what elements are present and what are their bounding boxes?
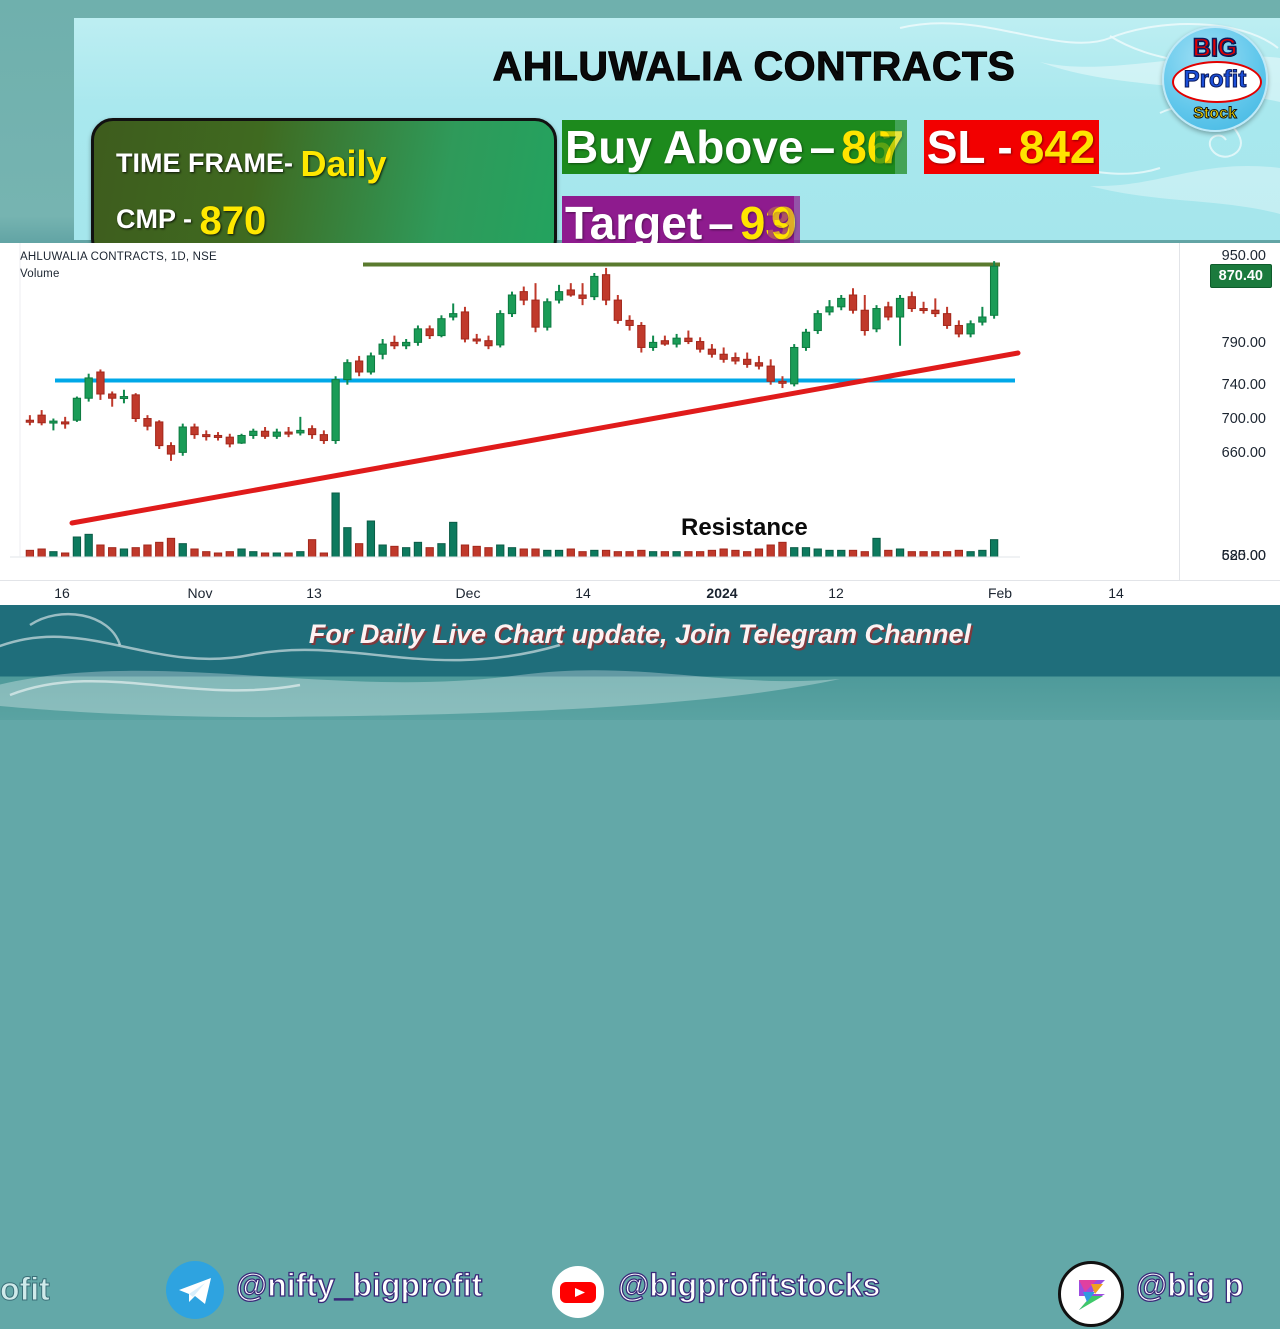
logo-oval-shape [1172, 61, 1262, 103]
price-tick: 740.00 [1221, 377, 1266, 394]
date-tick: Nov [187, 585, 213, 601]
logo-line-stock: Stock [1193, 105, 1238, 123]
date-tick: 14 [1108, 585, 1124, 601]
logo-line-profit: Profit [1183, 66, 1247, 94]
chart-symbol-label: AHLUWALIA CONTRACTS, 1D, NSE [20, 251, 217, 263]
date-tick: Dec [455, 585, 481, 601]
target-signal-row: Target –939 [562, 196, 800, 250]
chart-plot-area[interactable] [10, 243, 1180, 581]
buy-above-dash: – [806, 120, 839, 174]
cmp-label: CMP - [116, 204, 193, 234]
header-banner: AHLUWALIA CONTRACTS TIME FRAME- Daily CM… [74, 18, 1280, 261]
price-tick: 950.00 [1221, 248, 1266, 264]
price-tick: 790.00 [1221, 335, 1266, 352]
target-dash: – [705, 196, 737, 250]
last-price-badge: 870.40 [1209, 264, 1272, 289]
date-tick: Feb [987, 585, 1013, 601]
timeframe-row: TIME FRAME- Daily [116, 143, 387, 185]
footer-swirl-decoration [0, 612, 840, 718]
date-axis[interactable]: 16 Nov 13 Dec 14 2024 12 Feb 14 [0, 580, 1280, 605]
annotation-resistance: Resistance [681, 514, 808, 541]
target-label: Target [562, 196, 706, 250]
footer-tagline: For Daily Live Chart update, Join Telegr… [308, 619, 972, 649]
sharechat-icon[interactable] [1058, 1261, 1124, 1327]
price-tick: 620.00 [1221, 548, 1266, 564]
cmp-value: 870 [199, 199, 267, 243]
price-axis[interactable]: 950.00 790.00 740.00 700.00 660.00 620.00 585.… [1179, 243, 1280, 581]
buy-above-label: Buy Above [562, 120, 807, 174]
cmp-row: CMP - 870 [116, 199, 266, 244]
date-tick: 14 [575, 585, 591, 601]
footer-banner: For Daily Live Chart update, Join Telegr… [0, 605, 1280, 1327]
youtube-icon[interactable] [552, 1266, 604, 1318]
price-tick: 700.00 [1221, 411, 1266, 428]
buy-above-value-ghost: 7 [875, 120, 907, 174]
footer-background [0, 605, 1280, 720]
brand-logo: BIG Profit Stock [1162, 26, 1268, 132]
date-tick: 16 [54, 585, 70, 601]
footer-handle-youtube[interactable]: @bigprofitstocks [617, 1266, 881, 1303]
date-tick: 13 [306, 585, 322, 601]
date-tick: 12 [828, 585, 844, 601]
info-card: TIME FRAME- Daily CMP - 870 [91, 118, 557, 261]
target-value-ghost: 9 [767, 196, 800, 250]
stoploss-value: 842 [1015, 120, 1099, 174]
price-tick: 660.00 [1221, 445, 1266, 462]
footer-handle-telegram[interactable]: @nifty_bigprofit [235, 1266, 483, 1303]
telegram-icon[interactable] [166, 1261, 224, 1319]
timeframe-value: Daily [300, 143, 387, 184]
chart-panel: AHLUWALIA CONTRACTS, 1D, NSE Volume Supp… [0, 243, 1280, 723]
candlestick-series [10, 243, 1021, 558]
footer-handle-left: ofit [0, 1271, 50, 1308]
stoploss-label: SL - [923, 120, 1016, 174]
signal-spacer [907, 120, 924, 174]
price-tick: 585.00 [1221, 548, 1266, 564]
page-title: AHLUWALIA CONTRACTS [492, 43, 1016, 90]
logo-line-big: BIG [1192, 33, 1238, 63]
date-tick: 2024 [706, 585, 738, 601]
chart-volume-label: Volume [20, 268, 60, 280]
buy-signal-row: Buy Above –867 SL -842 [562, 120, 1099, 174]
timeframe-label: TIME FRAME- [116, 148, 293, 178]
chart-legend: AHLUWALIA CONTRACTS, 1D, NSE Volume [20, 251, 217, 280]
footer-handle-sharechat[interactable]: @big p [1135, 1266, 1244, 1303]
